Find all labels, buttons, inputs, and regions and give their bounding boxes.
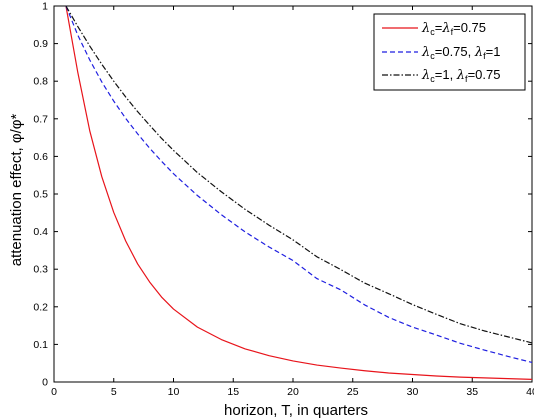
x-tick-label: 10 [168,386,180,398]
y-axis-label: attenuation effect, φ/φ* [8,114,25,267]
x-tick-label: 25 [347,386,359,398]
y-tick-label: 0.6 [33,151,48,163]
y-tick-label: 0.2 [33,301,48,313]
x-tick-label: 35 [466,386,478,398]
y-tick-label: 0 [42,377,48,389]
y-tick-label: 0.8 [33,76,48,88]
x-tick-label: 5 [111,386,117,398]
y-tick-label: 0.1 [33,339,48,351]
series-lines [65,5,533,380]
series-line-3 [65,5,533,344]
y-tick-label: 0.3 [33,264,48,276]
x-tick-label: 0 [51,386,57,398]
legend-entry-3: λc=1, λf=0.75 [421,67,500,84]
y-tick-label: 0.4 [33,226,48,238]
axis-ticks: 0 5 10 15 20 25 30 35 40 0 0.1 0.2 0.3 0.4 0.5 0.6 0.7 0.… [33,1,534,399]
y-tick-label: 0.5 [33,189,48,201]
series-line-1 [65,5,533,380]
x-tick-label: 20 [287,386,299,398]
y-tick-label: 0.9 [33,38,48,50]
legend-entry-2: λc=0.75, λf=1 [421,44,500,61]
series-line-2 [65,5,533,364]
y-tick-label: 0.7 [33,113,48,125]
legend: λc=λf=0.75 λc=0.75, λf=1 λc=1, λf=0.75 [373,13,526,91]
legend-entry-1: λc=λf=0.75 [421,20,486,37]
x-tick-label: 30 [407,386,419,398]
y-tick-label: 1 [42,1,48,13]
x-tick-label: 40 [526,386,534,398]
x-axis-label: horizon, T, in quarters [224,402,368,419]
x-tick-label: 15 [227,386,239,398]
